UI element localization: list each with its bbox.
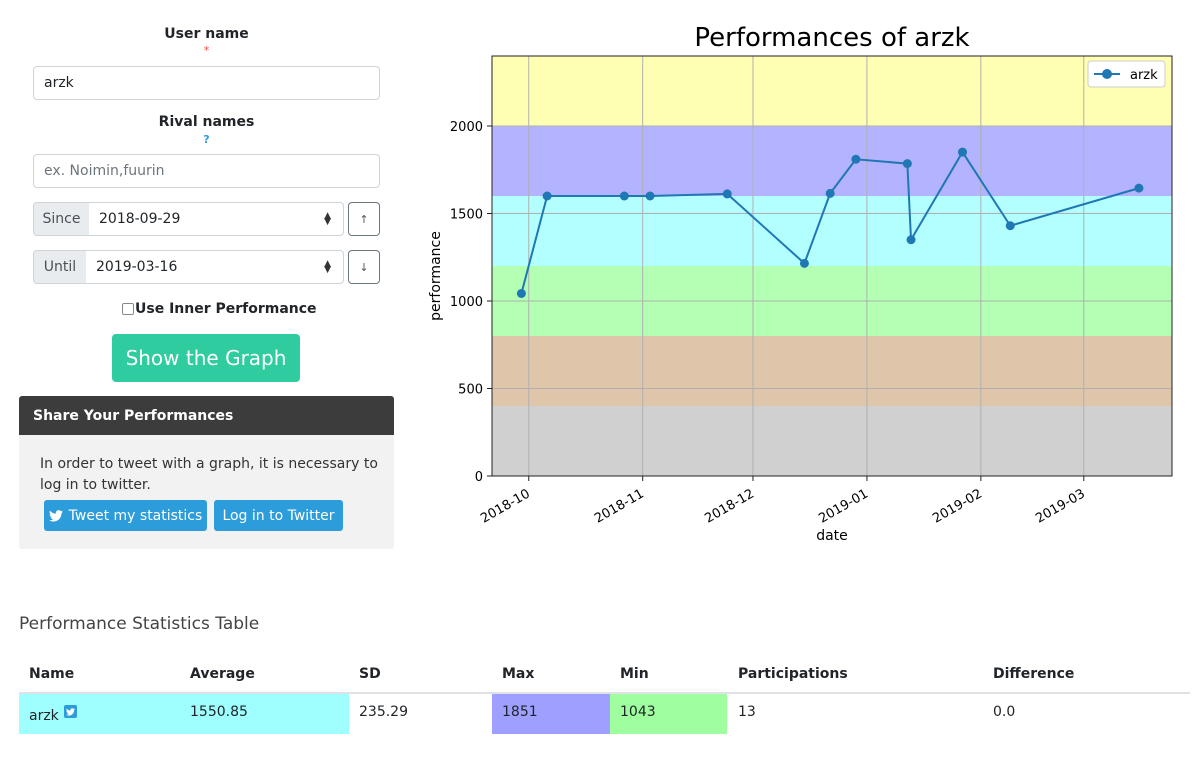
y-tick-label: 500: [458, 383, 483, 398]
rival-help-icon[interactable]: ?: [203, 133, 210, 146]
x-tick-label: 2019-02: [930, 486, 985, 526]
data-point: [542, 191, 552, 201]
rating-band: [492, 336, 1172, 406]
inner-performance-checkbox[interactable]: [122, 303, 134, 315]
row-difference: 0.0: [993, 704, 1016, 720]
col-header-max: Max: [502, 666, 535, 682]
y-tick-label: 2000: [450, 120, 483, 135]
stats-table-title: Performance Statistics Table: [19, 614, 260, 634]
max-cell-highlight: [492, 694, 610, 734]
rating-band: [492, 196, 1172, 266]
row-participations: 13: [738, 704, 756, 720]
legend-label: arzk: [1130, 68, 1158, 83]
x-axis-label: date: [816, 528, 848, 544]
table-header-divider: [19, 692, 1190, 694]
select-arrows-icon: ▲ ▼: [324, 211, 331, 227]
data-point: [851, 154, 861, 164]
since-select[interactable]: 2018-09-29 ▲ ▼: [89, 202, 344, 236]
until-label: Until: [33, 250, 87, 284]
rating-band: [492, 406, 1172, 476]
y-axis-label: performance: [428, 231, 444, 321]
data-point: [722, 189, 732, 199]
x-tick-label: 2018-10: [478, 486, 533, 526]
col-header-average: Average: [190, 666, 255, 682]
col-header-name: Name: [29, 666, 75, 682]
chart-legend: arzk: [1087, 60, 1166, 88]
col-header-min: Min: [620, 666, 649, 682]
tweet-statistics-button[interactable]: Tweet my statistics: [44, 500, 207, 531]
row-min: 1043: [620, 704, 656, 720]
user-name-input[interactable]: arzk: [33, 66, 380, 100]
data-point: [825, 188, 835, 198]
rival-names-input[interactable]: ex. Noimin,fuurin: [33, 154, 380, 188]
share-panel-header: Share Your Performances: [19, 396, 394, 435]
data-point: [1005, 221, 1015, 231]
col-header-participations: Participations: [738, 666, 848, 682]
x-tick-label: 2019-01: [816, 486, 871, 526]
twitter-bird-icon: [66, 707, 75, 716]
twitter-bird-icon: [48, 509, 63, 522]
since-step-button[interactable]: ↑: [348, 202, 380, 236]
since-label: Since: [33, 202, 90, 236]
user-name-label: User name: [164, 26, 249, 42]
row-max: 1851: [502, 704, 538, 720]
data-point: [906, 235, 916, 245]
min-cell-highlight: [610, 694, 727, 734]
select-arrows-icon: ▲ ▼: [324, 259, 331, 275]
inner-performance-option[interactable]: Use Inner Performance: [122, 301, 317, 317]
y-tick-label: 1500: [450, 208, 483, 223]
data-point: [1134, 183, 1144, 193]
tweet-statistics-label: Tweet my statistics: [68, 507, 203, 524]
data-point: [516, 288, 526, 298]
y-tick-label: 0: [475, 470, 483, 485]
login-twitter-button[interactable]: Log in to Twitter: [214, 500, 343, 531]
y-tick-label: 1000: [450, 295, 483, 310]
col-header-sd: SD: [359, 666, 381, 682]
chart-title: Performances of arzk: [694, 23, 969, 53]
share-panel-text: In order to tweet with a graph, it is ne…: [40, 456, 378, 493]
inner-performance-label: Use Inner Performance: [135, 301, 317, 317]
since-value: 2018-09-29: [99, 211, 181, 227]
rating-band: [492, 56, 1172, 126]
row-average: 1550.85: [190, 704, 248, 720]
x-tick-label: 2018-11: [592, 486, 647, 526]
data-point: [902, 159, 912, 169]
data-point: [619, 191, 629, 201]
data-point: [799, 258, 809, 268]
until-select[interactable]: 2019-03-16 ▲ ▼: [86, 250, 344, 284]
show-graph-button[interactable]: Show the Graph: [112, 334, 300, 382]
until-value: 2019-03-16: [96, 259, 178, 275]
row-sd: 235.29: [359, 704, 408, 720]
x-tick-label: 2019-03: [1033, 486, 1088, 526]
data-point: [645, 191, 655, 201]
rating-band: [492, 126, 1172, 196]
twitter-icon[interactable]: [64, 705, 77, 718]
col-header-difference: Difference: [993, 666, 1075, 682]
required-mark: *: [203, 44, 210, 57]
share-panel-title: Share Your Performances: [33, 407, 234, 424]
rival-names-label: Rival names: [158, 114, 255, 130]
row-name: arzk: [29, 708, 59, 724]
performance-chart: 0 500 1000 1500 2000 2018-10 2018-11 2018-12 20…: [428, 23, 1173, 544]
x-tick-label: 2018-12: [702, 486, 757, 526]
data-point: [957, 147, 967, 157]
until-step-button[interactable]: ↓: [348, 250, 380, 284]
